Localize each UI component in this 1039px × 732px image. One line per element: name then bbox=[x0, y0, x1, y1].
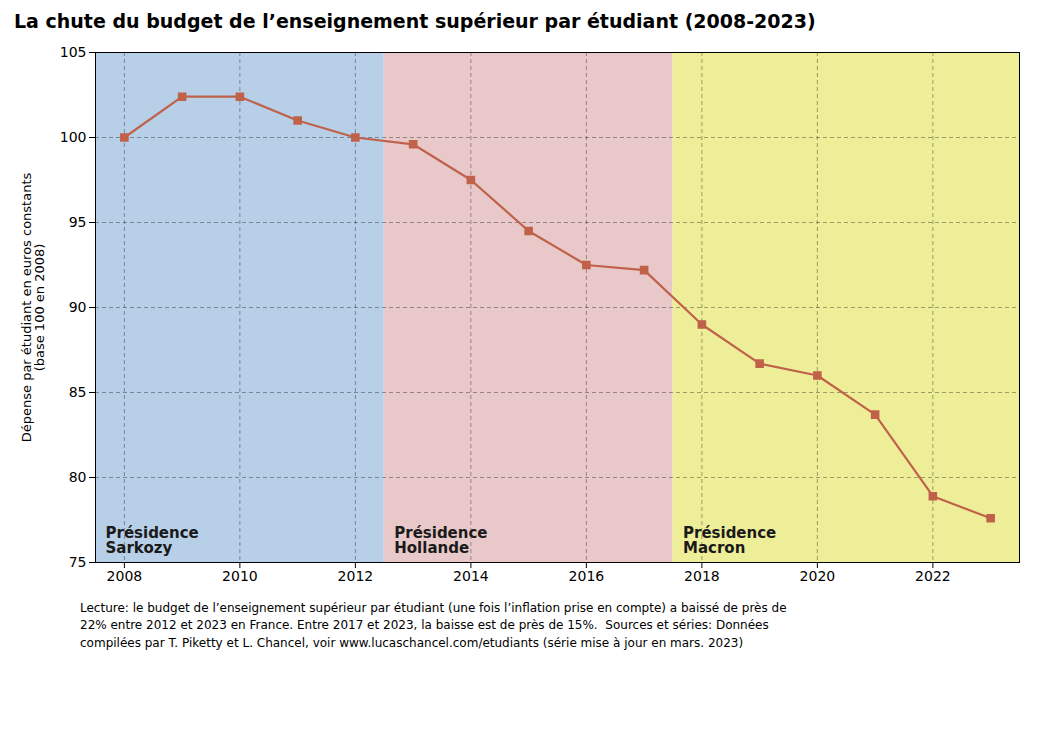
svg-text:105: 105 bbox=[60, 44, 87, 60]
html-text:Lecture: le budget de l’enseig: Lecture: le budget de l’enseignement sup… bbox=[80, 601, 787, 615]
html-text:La chute du budget de l’enseig: La chute du budget de l’enseignement sup… bbox=[14, 10, 816, 32]
svg-text:2012: 2012 bbox=[338, 568, 374, 584]
svg-text:100: 100 bbox=[60, 129, 87, 145]
svg-text:2016: 2016 bbox=[569, 568, 605, 584]
html-text:22% entre 2012 et 2023 en Fran: 22% entre 2012 et 2023 en France. Entre … bbox=[80, 618, 769, 633]
html-text:compilées par T. Piketty et L.: compilées par T. Piketty et L. Chancel, … bbox=[80, 635, 744, 650]
svg-text:PrésidenceHollande: PrésidenceHollande bbox=[394, 524, 487, 557]
svg-text:PrésidenceSarkozy: PrésidenceSarkozy bbox=[106, 524, 199, 557]
svg-text:95: 95 bbox=[69, 214, 87, 230]
svg-text:90: 90 bbox=[69, 299, 87, 315]
svg-text:2014: 2014 bbox=[453, 568, 489, 584]
svg-text:Dépense par étudiant en euros: Dépense par étudiant en euros constants(… bbox=[19, 173, 47, 443]
svg-text:2010: 2010 bbox=[222, 568, 258, 584]
svg-text:80: 80 bbox=[69, 469, 87, 485]
svg-text:PrésidenceMacron: PrésidenceMacron bbox=[683, 524, 776, 557]
svg-text:2020: 2020 bbox=[800, 568, 836, 584]
svg-text:2022: 2022 bbox=[915, 568, 951, 584]
svg-text:2018: 2018 bbox=[684, 568, 720, 584]
svg-text:75: 75 bbox=[69, 554, 87, 570]
svg-text:85: 85 bbox=[69, 384, 87, 400]
svg-text:2008: 2008 bbox=[107, 568, 143, 584]
